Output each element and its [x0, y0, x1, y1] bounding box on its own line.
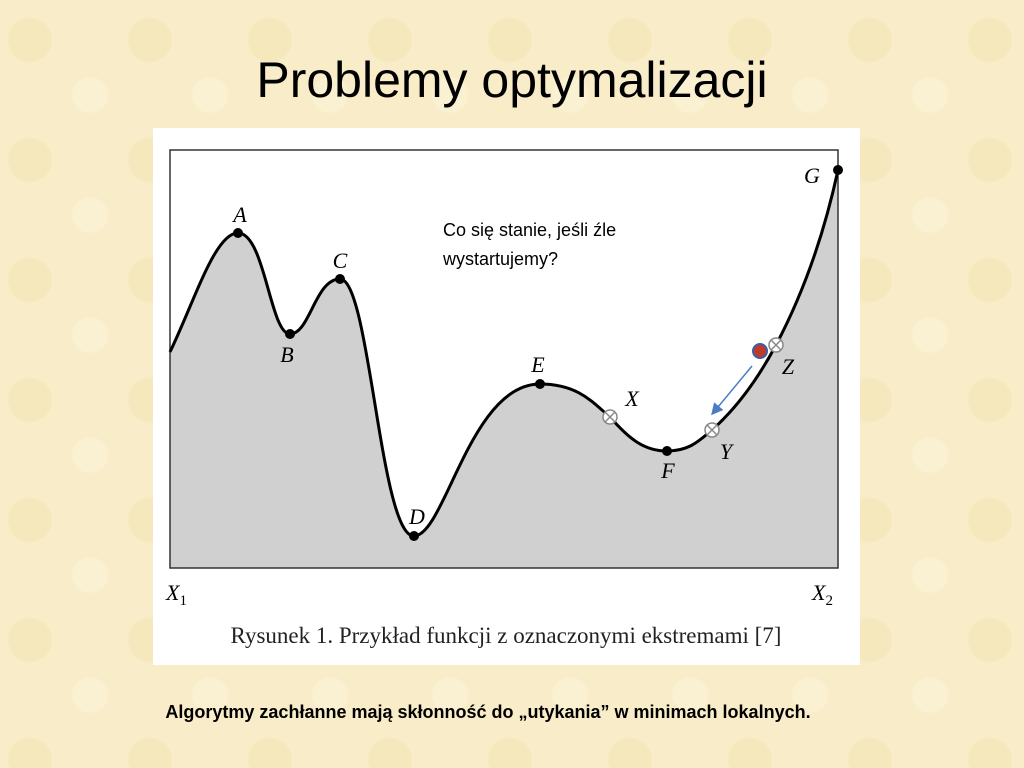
- point: [285, 329, 295, 339]
- footer-text: Algorytmy zachłanne mają skłonność do „u…: [165, 702, 810, 722]
- point-label: E: [530, 352, 545, 377]
- area-under-curve: [170, 170, 838, 568]
- annotation-line: Co się stanie, jeśli źle: [443, 220, 616, 240]
- point-label: C: [333, 248, 348, 273]
- label-subscript: 1: [179, 593, 187, 609]
- cross-point: [602, 409, 618, 425]
- point: [409, 531, 419, 541]
- point-label: B: [280, 342, 293, 367]
- point-label: D: [408, 504, 425, 529]
- point-label: X: [624, 386, 640, 411]
- point: [535, 379, 545, 389]
- point-label: Y: [720, 439, 735, 464]
- cross-markers: [602, 337, 784, 438]
- point: [233, 228, 243, 238]
- axis-end-label: X2: [811, 580, 833, 609]
- slide-title: Problemy optymalizacji: [256, 52, 767, 108]
- arrow: [711, 365, 753, 416]
- label-subscript: 2: [825, 593, 833, 609]
- function-curve: [168, 169, 840, 538]
- extrema-markers: [233, 165, 843, 541]
- point-label: Z: [782, 354, 795, 379]
- axis-start-label: X1: [165, 580, 187, 609]
- annotation-line: wystartujemy?: [442, 249, 558, 269]
- figure-caption: Rysunek 1. Przykład funkcji z oznaczonym…: [231, 623, 782, 648]
- point: [662, 446, 672, 456]
- point-label: A: [231, 202, 247, 227]
- plot-frame: [169, 149, 839, 569]
- label-letter: X: [811, 580, 827, 605]
- cross-point: [704, 422, 720, 438]
- cross-point: [768, 337, 784, 353]
- start-point: [752, 343, 768, 359]
- point-label: G: [804, 163, 820, 188]
- label-letter: X: [165, 580, 181, 605]
- point-label: F: [660, 458, 675, 483]
- point: [335, 274, 345, 284]
- point: [833, 165, 843, 175]
